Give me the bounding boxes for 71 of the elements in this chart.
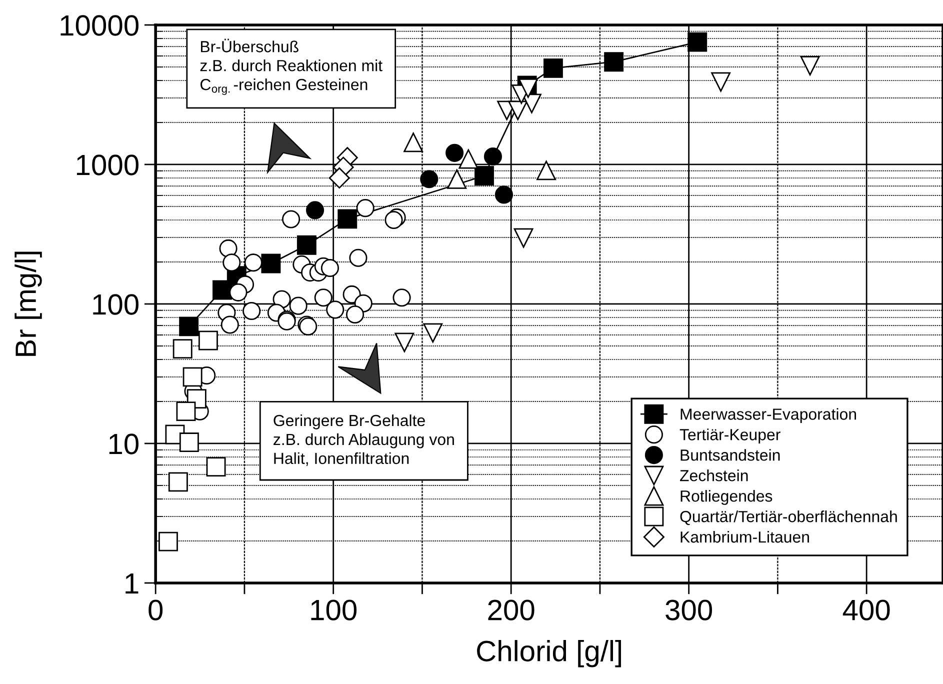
annotation: Geringere Br-Gehalte z.B. durch Ablaugung von Halit, Ionenfiltration (274, 414, 454, 466)
point (384, 210, 403, 230)
point (320, 258, 339, 278)
point (711, 72, 731, 92)
y-tick-label: 10000 (60, 15, 138, 36)
point (338, 209, 358, 229)
point (474, 166, 494, 186)
point (346, 306, 364, 324)
point (326, 300, 344, 319)
point (222, 254, 241, 272)
point (182, 367, 202, 387)
point (420, 170, 438, 188)
point (206, 457, 226, 477)
point (447, 169, 467, 189)
point (508, 100, 528, 120)
point (604, 52, 624, 72)
point (543, 58, 563, 78)
x-tick-label: 300 (666, 600, 712, 620)
legend-label: Kambrium-Litauen (680, 530, 809, 543)
point (198, 330, 218, 350)
y-tick-label: 10 (109, 434, 138, 454)
point (536, 160, 556, 180)
point (394, 332, 414, 352)
legend-label: Tertiär-Keuper (680, 428, 780, 444)
point (306, 201, 324, 220)
legend-label: Quartär/Tertiär-oberflächennah (680, 510, 897, 526)
point (220, 316, 239, 334)
legend-label: Zechstein (680, 470, 748, 482)
point (494, 186, 513, 204)
legend-label: Meerwasser-Evaporation (680, 408, 856, 423)
x-tick-label: 200 (488, 600, 534, 620)
point (229, 283, 248, 302)
y-tick-label: 1000 (76, 154, 138, 176)
point (176, 402, 196, 422)
legend-label: Buntsandstein (680, 449, 780, 461)
point (272, 290, 291, 308)
point (219, 239, 238, 258)
y-tick-label: 1 (126, 573, 138, 594)
point (261, 254, 281, 274)
point (342, 285, 361, 304)
legend-label: Rotliegendes (680, 490, 772, 505)
point (458, 149, 478, 169)
point (423, 323, 443, 343)
x-tick-label: 0 (148, 600, 163, 620)
point (800, 56, 820, 76)
point (289, 296, 308, 315)
point (244, 254, 262, 272)
point (356, 199, 374, 218)
point (296, 235, 316, 255)
annotation: Br-Überschuß z.B. durch Reaktionen mit C$_{org.}$-reichen Gesteinen (200, 38, 382, 95)
point (168, 472, 188, 492)
point (158, 532, 178, 552)
y-axis-title: Br [mg/l] (14, 252, 42, 356)
point (484, 148, 502, 166)
x-tick-label: 400 (842, 600, 890, 620)
point (314, 288, 332, 307)
point (242, 302, 261, 320)
point (328, 167, 350, 189)
x-axis-title: Chlorid [g/l] (477, 640, 621, 668)
point (179, 432, 199, 452)
point (514, 228, 534, 248)
point (282, 210, 300, 228)
point (688, 32, 708, 52)
point (392, 288, 411, 307)
point (172, 339, 192, 359)
x-tick-label: 100 (311, 600, 357, 620)
point (446, 144, 464, 162)
y-tick-label: 100 (93, 294, 138, 315)
point (404, 132, 424, 152)
point (179, 316, 199, 336)
point (349, 248, 368, 267)
